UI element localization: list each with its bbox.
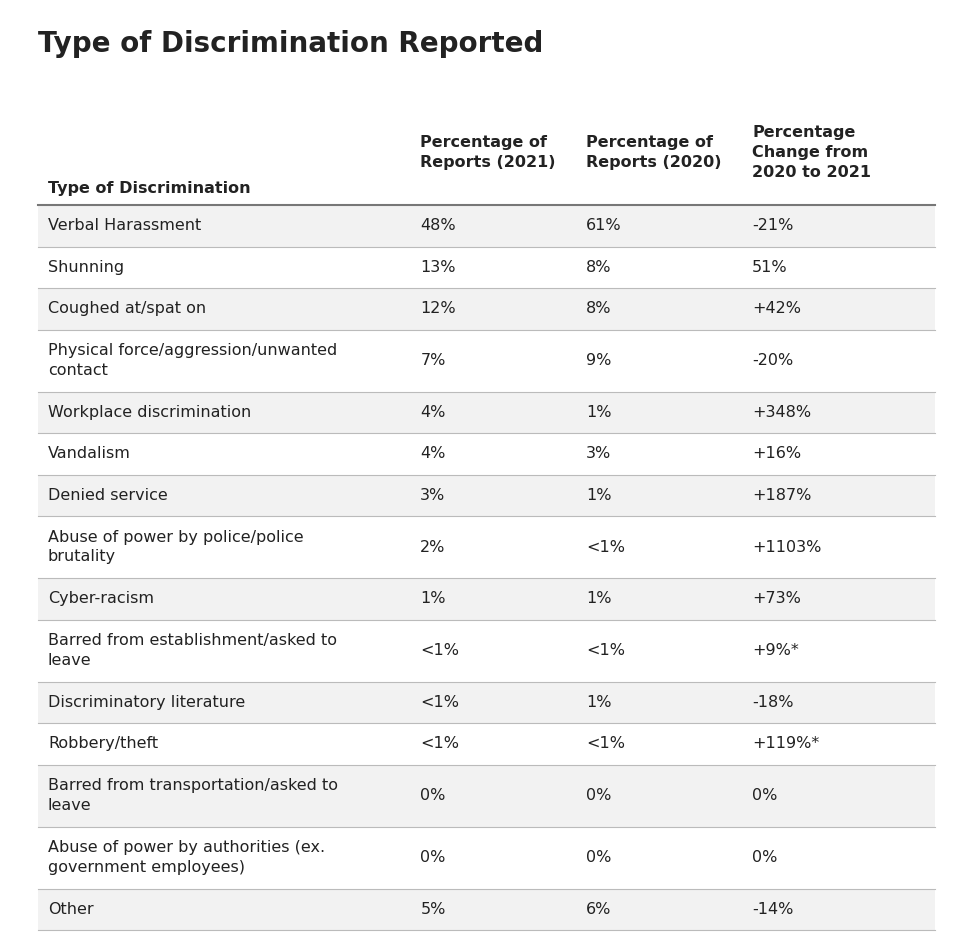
Bar bbox=[38, 516, 935, 578]
Text: Percentage of
Reports (2020): Percentage of Reports (2020) bbox=[586, 135, 722, 170]
Bar bbox=[38, 474, 935, 516]
Text: Cyber-racism: Cyber-racism bbox=[48, 591, 154, 606]
Text: Physical force/aggression/unwanted
contact: Physical force/aggression/unwanted conta… bbox=[48, 343, 337, 378]
Text: 48%: 48% bbox=[420, 218, 456, 233]
Bar bbox=[38, 392, 935, 433]
Text: Barred from establishment/asked to
leave: Barred from establishment/asked to leave bbox=[48, 633, 337, 668]
Text: -18%: -18% bbox=[753, 695, 794, 710]
Text: 1%: 1% bbox=[586, 488, 611, 503]
Text: 8%: 8% bbox=[586, 301, 611, 316]
Text: 0%: 0% bbox=[586, 788, 611, 803]
Text: 0%: 0% bbox=[753, 788, 778, 803]
Text: Denied service: Denied service bbox=[48, 488, 168, 503]
Text: +42%: +42% bbox=[753, 301, 801, 316]
Text: -14%: -14% bbox=[753, 901, 793, 916]
Bar bbox=[38, 620, 935, 682]
Text: <1%: <1% bbox=[420, 643, 459, 658]
Text: Robbery/theft: Robbery/theft bbox=[48, 736, 158, 751]
Text: -20%: -20% bbox=[753, 353, 793, 368]
Text: +73%: +73% bbox=[753, 591, 801, 606]
Bar bbox=[38, 888, 935, 930]
Text: 13%: 13% bbox=[420, 260, 456, 275]
Text: 12%: 12% bbox=[420, 301, 456, 316]
Text: Percentage of
Reports (2021): Percentage of Reports (2021) bbox=[420, 135, 555, 170]
Text: +348%: +348% bbox=[753, 405, 811, 420]
Text: <1%: <1% bbox=[420, 695, 459, 710]
Text: <1%: <1% bbox=[586, 736, 625, 751]
Bar bbox=[38, 578, 935, 620]
Text: 61%: 61% bbox=[586, 218, 622, 233]
Text: +187%: +187% bbox=[753, 488, 811, 503]
Text: <1%: <1% bbox=[586, 643, 625, 658]
Text: Discriminatory literature: Discriminatory literature bbox=[48, 695, 245, 710]
Text: Shunning: Shunning bbox=[48, 260, 124, 275]
Bar bbox=[38, 247, 935, 288]
Text: 51%: 51% bbox=[753, 260, 787, 275]
Bar bbox=[38, 205, 935, 247]
Text: Coughed at/spat on: Coughed at/spat on bbox=[48, 301, 206, 316]
Bar bbox=[38, 288, 935, 329]
Text: Workplace discrimination: Workplace discrimination bbox=[48, 405, 251, 420]
Text: 1%: 1% bbox=[586, 405, 611, 420]
Bar bbox=[38, 827, 935, 888]
Text: 0%: 0% bbox=[586, 850, 611, 865]
Text: Type of Discrimination Reported: Type of Discrimination Reported bbox=[38, 30, 543, 58]
Bar bbox=[38, 100, 411, 205]
Bar bbox=[38, 433, 935, 474]
Text: 1%: 1% bbox=[586, 695, 611, 710]
Text: Vandalism: Vandalism bbox=[48, 446, 130, 461]
Text: 0%: 0% bbox=[420, 788, 445, 803]
Text: Other: Other bbox=[48, 901, 94, 916]
Text: +1103%: +1103% bbox=[753, 539, 821, 554]
Text: 8%: 8% bbox=[586, 260, 611, 275]
Text: Abuse of power by police/police
brutality: Abuse of power by police/police brutalit… bbox=[48, 530, 303, 564]
Text: Verbal Harassment: Verbal Harassment bbox=[48, 218, 201, 233]
Text: 1%: 1% bbox=[420, 591, 445, 606]
Text: Type of Discrimination: Type of Discrimination bbox=[48, 181, 250, 196]
Text: 3%: 3% bbox=[586, 446, 611, 461]
Bar bbox=[38, 723, 935, 765]
Text: +9%*: +9%* bbox=[753, 643, 799, 658]
Bar bbox=[576, 100, 742, 205]
Text: Abuse of power by authorities (ex.
government employees): Abuse of power by authorities (ex. gover… bbox=[48, 841, 326, 874]
Text: <1%: <1% bbox=[586, 539, 625, 554]
Text: 4%: 4% bbox=[420, 446, 445, 461]
Text: 4%: 4% bbox=[420, 405, 445, 420]
Bar bbox=[38, 682, 935, 723]
Text: 5%: 5% bbox=[420, 901, 445, 916]
Text: Percentage
Change from
2020 to 2021: Percentage Change from 2020 to 2021 bbox=[753, 125, 871, 180]
Text: Barred from transportation/asked to
leave: Barred from transportation/asked to leav… bbox=[48, 779, 338, 813]
Text: +119%*: +119%* bbox=[753, 736, 819, 751]
Text: -21%: -21% bbox=[753, 218, 793, 233]
Bar bbox=[38, 765, 935, 827]
Text: 0%: 0% bbox=[753, 850, 778, 865]
Text: <1%: <1% bbox=[420, 736, 459, 751]
Text: 0%: 0% bbox=[420, 850, 445, 865]
Text: +16%: +16% bbox=[753, 446, 801, 461]
Text: 9%: 9% bbox=[586, 353, 611, 368]
Text: 3%: 3% bbox=[420, 488, 445, 503]
Text: 6%: 6% bbox=[586, 901, 611, 916]
Bar bbox=[38, 329, 935, 392]
Text: 1%: 1% bbox=[586, 591, 611, 606]
Bar bbox=[411, 100, 576, 205]
Text: 2%: 2% bbox=[420, 539, 445, 554]
Text: 7%: 7% bbox=[420, 353, 445, 368]
Bar bbox=[742, 100, 935, 205]
